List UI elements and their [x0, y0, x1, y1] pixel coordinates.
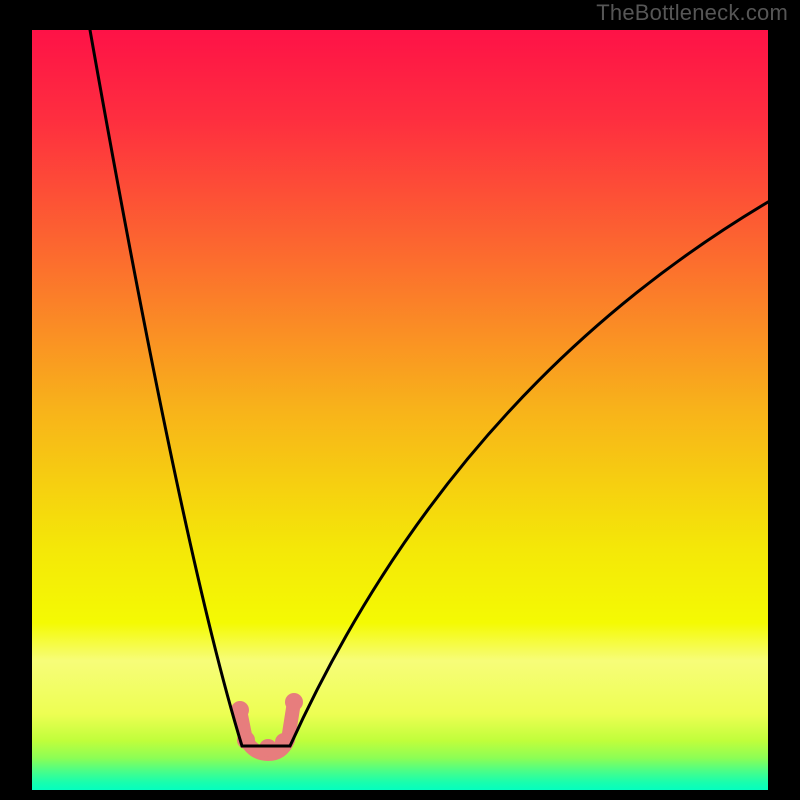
plot-area — [32, 30, 768, 790]
watermark-text: TheBottleneck.com — [596, 0, 788, 26]
frame-border-left — [0, 0, 32, 800]
frame-border-bottom — [0, 790, 800, 800]
chart-frame: TheBottleneck.com — [0, 0, 800, 800]
frame-border-right — [768, 0, 800, 800]
gradient-background — [32, 30, 768, 790]
chart-svg — [32, 30, 768, 790]
trough-dot — [259, 739, 277, 757]
trough-dot — [285, 693, 303, 711]
